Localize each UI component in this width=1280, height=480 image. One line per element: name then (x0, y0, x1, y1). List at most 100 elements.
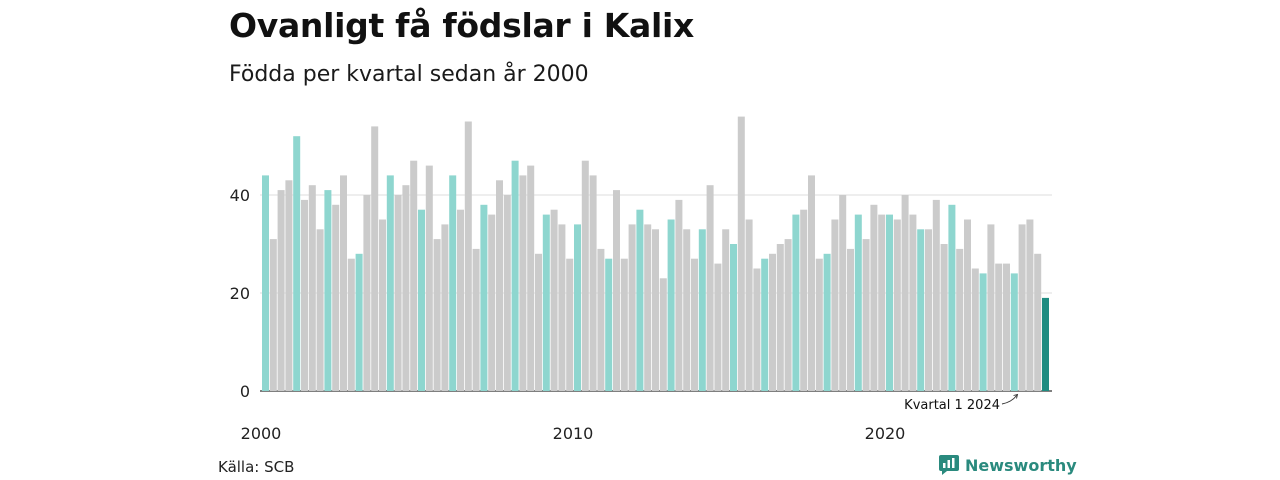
bar (753, 268, 761, 391)
bar (316, 229, 324, 391)
annotation-arrow (1001, 394, 1018, 405)
bar (379, 219, 386, 391)
bar (917, 229, 925, 391)
bar (324, 190, 332, 391)
bar (1003, 263, 1010, 391)
bar (1042, 297, 1049, 391)
bar (815, 258, 823, 391)
bar (262, 175, 269, 391)
bar (831, 219, 839, 391)
bar (301, 199, 308, 391)
bar (542, 214, 550, 391)
bar (698, 229, 706, 391)
bar (332, 204, 340, 391)
y-axis: 0 20 40 (230, 186, 250, 401)
bar (769, 253, 776, 391)
bar (979, 273, 987, 391)
bar (776, 244, 784, 391)
bar (909, 214, 917, 391)
bars (262, 116, 1049, 392)
x-tick-label: 2000 (241, 424, 282, 443)
chart-subtitle: Födda per kvartal sedan år 2000 (229, 62, 589, 87)
bar (394, 195, 402, 391)
bar (675, 199, 683, 391)
bar (347, 258, 355, 391)
annotation: Kvartal 1 2024 (904, 393, 1019, 413)
bar (558, 224, 566, 391)
bar (441, 224, 449, 391)
bar (269, 239, 277, 391)
bar (714, 263, 722, 391)
bar (964, 219, 971, 391)
bar (574, 224, 581, 391)
bar (940, 244, 948, 391)
bar (464, 121, 472, 391)
bar (691, 258, 698, 391)
bar (722, 229, 730, 391)
bar (293, 136, 301, 391)
bar (566, 258, 574, 391)
bar (425, 165, 433, 391)
bar (644, 224, 652, 391)
bar (737, 116, 745, 391)
bar (823, 253, 831, 391)
source-label: Källa: SCB (218, 458, 295, 476)
bar (581, 160, 589, 391)
bar (340, 175, 347, 391)
y-tick-label: 40 (230, 186, 250, 205)
bar (503, 195, 511, 391)
x-axis: 2000 2010 2020 (241, 424, 906, 443)
bar (730, 244, 737, 391)
bar (971, 268, 979, 391)
bar (956, 248, 964, 391)
bar (995, 263, 1003, 391)
annotation-arrowhead (1013, 393, 1019, 399)
x-tick-label: 2020 (865, 424, 906, 443)
bar (839, 195, 847, 391)
bar (277, 190, 285, 391)
newsworthy-logo-icon (939, 455, 959, 475)
bar (496, 180, 503, 391)
bar (589, 175, 597, 391)
bar (386, 175, 394, 391)
bar (886, 214, 893, 391)
bar (854, 214, 862, 391)
bar (870, 204, 878, 391)
newsworthy-logo[interactable]: Newsworthy (939, 455, 1077, 475)
bar (511, 160, 519, 391)
bar (800, 209, 808, 391)
bar (761, 258, 769, 391)
bar (706, 185, 714, 391)
bar (371, 126, 379, 392)
bar (667, 219, 675, 391)
bar (808, 175, 815, 391)
bar (550, 209, 558, 391)
bar (472, 248, 480, 391)
bar (613, 190, 620, 391)
bar (410, 160, 418, 391)
bar (784, 239, 792, 391)
bar (480, 204, 488, 391)
bar (527, 165, 535, 391)
brand-name: Newsworthy (965, 455, 1077, 475)
bar (433, 239, 441, 391)
bar (925, 229, 932, 391)
bar (535, 253, 542, 391)
bar (901, 195, 909, 391)
bar (1034, 253, 1042, 391)
bar (519, 175, 527, 391)
bar (605, 258, 613, 391)
bar (987, 224, 995, 391)
bar (745, 219, 753, 391)
bar (402, 185, 410, 391)
bar (683, 229, 691, 391)
bar (948, 204, 956, 391)
bar (363, 195, 371, 391)
bar (355, 253, 363, 391)
x-tick-label: 2010 (553, 424, 594, 443)
bar (418, 209, 425, 391)
chart-title: Ovanligt få födslar i Kalix (229, 6, 695, 45)
bar (1026, 219, 1034, 391)
annotation-label: Kvartal 1 2024 (904, 398, 1000, 413)
